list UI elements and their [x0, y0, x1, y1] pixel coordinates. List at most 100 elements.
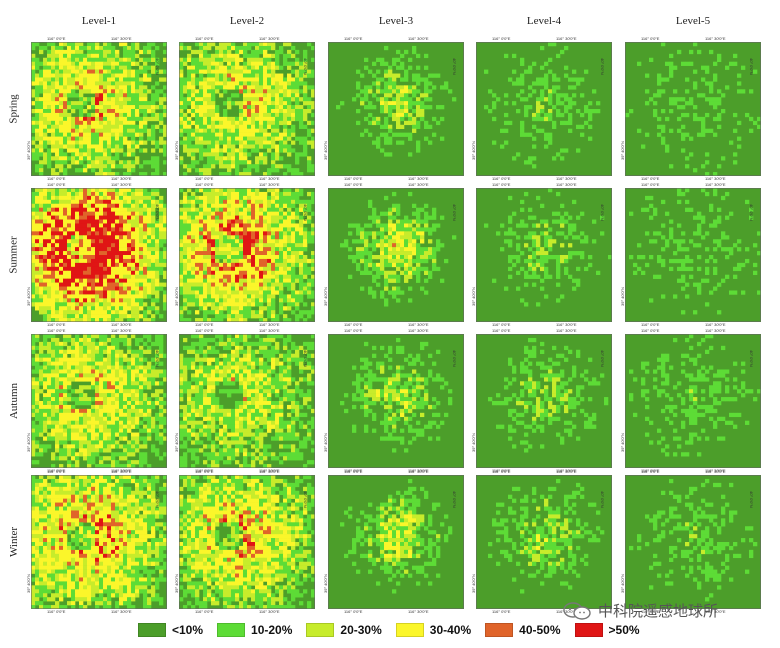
tick-bottom-right-label: 116° 30′0″E	[111, 468, 132, 473]
tick-bottom-left-label: 116° 0′0″E	[492, 322, 511, 327]
tick-top-right-label: 116° 30′0″E	[408, 36, 429, 41]
tick-right-lat-label: 40° 0′0″N	[749, 58, 754, 75]
tick-top-left-label: 116° 0′0″E	[195, 469, 214, 474]
map-panel-winter-level-3: 116° 0′0″E 116° 30′0″E 116° 0′0″E 116° 30′0…	[323, 470, 464, 614]
legend-swatch-gt50	[574, 623, 603, 637]
tick-bottom-left-label: 116° 0′0″E	[492, 468, 511, 473]
legend-label-40-50: 40-50%	[519, 623, 561, 637]
tick-right-lat-label: 40° 0′0″N	[600, 350, 605, 367]
tick-left-lat-label: 39° 40′0″N	[26, 287, 31, 306]
tick-top-left-label: 116° 0′0″E	[344, 328, 363, 333]
tick-right-lat-label: 40° 0′0″N	[303, 58, 308, 75]
map-panel-winter-level-1: 116° 0′0″E 116° 30′0″E 116° 0′0″E 116° 30′0…	[26, 470, 167, 614]
tick-bottom-right-label: 116° 30′0″E	[705, 609, 726, 614]
tick-top-left-label: 116° 0′0″E	[641, 469, 660, 474]
tick-bottom-left-label: 116° 0′0″E	[195, 322, 214, 327]
tick-top-left-label: 116° 0′0″E	[47, 469, 66, 474]
tick-left-lat-label: 39° 40′0″N	[620, 287, 625, 306]
tick-top-left-label: 116° 0′0″E	[492, 182, 511, 187]
map-panel-autumn-level-1: 116° 0′0″E 116° 30′0″E 116° 0′0″E 116° 30′0…	[26, 329, 167, 473]
tick-left-lat-label: 39° 40′0″N	[323, 433, 328, 452]
tick-left-lat-label: 39° 40′0″N	[620, 433, 625, 452]
tick-bottom-right-label: 116° 30′0″E	[259, 609, 280, 614]
tick-top-left-label: 116° 0′0″E	[492, 469, 511, 474]
tick-left-lat-label: 39° 40′0″N	[620, 141, 625, 160]
tick-bottom-right-label: 116° 30′0″E	[408, 468, 429, 473]
heat-map	[476, 188, 612, 322]
heat-map	[179, 475, 315, 609]
column-header-level-3: Level-3	[378, 15, 414, 27]
row-header-spring: Spring	[6, 42, 22, 176]
tick-right-lat-label: 40° 0′0″N	[452, 58, 457, 75]
tick-bottom-left-label: 116° 0′0″E	[344, 468, 363, 473]
tick-top-right-label: 116° 30′0″E	[111, 36, 132, 41]
heat-map	[625, 475, 761, 609]
column-header-level-2: Level-2	[229, 15, 265, 27]
tick-top-right-label: 116° 30′0″E	[556, 469, 577, 474]
tick-right-lat-label: 40° 0′0″N	[303, 491, 308, 508]
column-header-level-1: Level-1	[81, 15, 117, 27]
tick-left-lat-label: 39° 40′0″N	[323, 141, 328, 160]
tick-bottom-right-label: 116° 30′0″E	[556, 322, 577, 327]
legend-swatch-40-50	[485, 623, 514, 637]
tick-bottom-right-label: 116° 30′0″E	[111, 322, 132, 327]
legend-swatch-30-40	[395, 623, 424, 637]
tick-top-right-label: 116° 30′0″E	[705, 36, 726, 41]
tick-bottom-left-label: 116° 0′0″E	[641, 468, 660, 473]
tick-top-right-label: 116° 30′0″E	[556, 182, 577, 187]
tick-top-left-label: 116° 0′0″E	[195, 182, 214, 187]
row-header-spring-label: Spring	[8, 94, 20, 124]
legend-label-20-30: 20-30%	[340, 623, 382, 637]
heat-map	[179, 42, 315, 176]
row-header-summer: Summer	[6, 188, 22, 322]
tick-left-lat-label: 39° 40′0″N	[471, 287, 476, 306]
tick-top-right-label: 116° 30′0″E	[408, 328, 429, 333]
tick-left-lat-label: 39° 40′0″N	[471, 433, 476, 452]
row-header-autumn: Autumn	[6, 334, 22, 468]
wechat-icon	[563, 601, 591, 620]
heat-map	[31, 475, 167, 609]
map-panel-autumn-level-5: 116° 0′0″E 116° 30′0″E 116° 0′0″E 116° 30′0…	[620, 329, 761, 473]
legend: <10% 10-20% 20-30% 30-40% 40-50% >50%	[138, 622, 654, 638]
map-panel-autumn-level-2: 116° 0′0″E 116° 30′0″E 116° 0′0″E 116° 30′0…	[174, 329, 315, 473]
tick-right-lat-label: 40° 0′0″N	[749, 491, 754, 508]
tick-left-lat-label: 39° 40′0″N	[174, 141, 179, 160]
tick-bottom-left-label: 116° 0′0″E	[195, 176, 214, 181]
tick-bottom-left-label: 116° 0′0″E	[641, 176, 660, 181]
legend-item-10-20: 10-20%	[217, 623, 292, 637]
heat-map	[31, 334, 167, 468]
column-header-level-5: Level-5	[675, 15, 711, 27]
map-panel-spring-level-5: 116° 0′0″E 116° 30′0″E 116° 0′0″E 116° 30′0…	[620, 37, 761, 181]
tick-top-right-label: 116° 30′0″E	[111, 328, 132, 333]
tick-bottom-left-label: 116° 0′0″E	[344, 609, 363, 614]
heat-map	[179, 334, 315, 468]
tick-top-right-label: 116° 30′0″E	[705, 469, 726, 474]
legend-label-30-40: 30-40%	[429, 623, 472, 637]
tick-bottom-left-label: 116° 0′0″E	[344, 176, 363, 181]
heat-map	[328, 334, 464, 468]
tick-bottom-right-label: 116° 30′0″E	[259, 322, 280, 327]
heat-map	[179, 188, 315, 322]
column-header-level-4: Level-4	[526, 15, 562, 27]
tick-bottom-left-label: 116° 0′0″E	[344, 322, 363, 327]
tick-top-right-label: 116° 30′0″E	[556, 328, 577, 333]
tick-right-lat-label: 40° 0′0″N	[452, 350, 457, 367]
map-panel-summer-level-1: 116° 0′0″E 116° 30′0″E 116° 0′0″E 116° 30′0…	[26, 183, 167, 327]
map-panel-summer-level-4: 116° 0′0″E 116° 30′0″E 116° 0′0″E 116° 30′0…	[471, 183, 612, 327]
tick-top-right-label: 116° 30′0″E	[259, 328, 280, 333]
map-panel-autumn-level-3: 116° 0′0″E 116° 30′0″E 116° 0′0″E 116° 30′0…	[323, 329, 464, 473]
tick-right-lat-label: 40° 0′0″N	[600, 204, 605, 221]
heat-map	[328, 188, 464, 322]
tick-left-lat-label: 39° 40′0″N	[174, 433, 179, 452]
tick-top-right-label: 116° 30′0″E	[705, 182, 726, 187]
heat-map	[328, 475, 464, 609]
map-panel-summer-level-5: 116° 0′0″E 116° 30′0″E 116° 0′0″E 116° 30′0…	[620, 183, 761, 327]
legend-swatch-10-20	[217, 623, 246, 637]
map-panel-summer-level-3: 116° 0′0″E 116° 30′0″E 116° 0′0″E 116° 30′0…	[323, 183, 464, 327]
tick-left-lat-label: 39° 40′0″N	[26, 574, 31, 593]
tick-top-right-label: 116° 30′0″E	[111, 182, 132, 187]
tick-top-right-label: 116° 30′0″E	[705, 328, 726, 333]
tick-bottom-right-label: 116° 30′0″E	[259, 468, 280, 473]
tick-left-lat-label: 39° 40′0″N	[26, 141, 31, 160]
tick-top-right-label: 116° 30′0″E	[259, 182, 280, 187]
